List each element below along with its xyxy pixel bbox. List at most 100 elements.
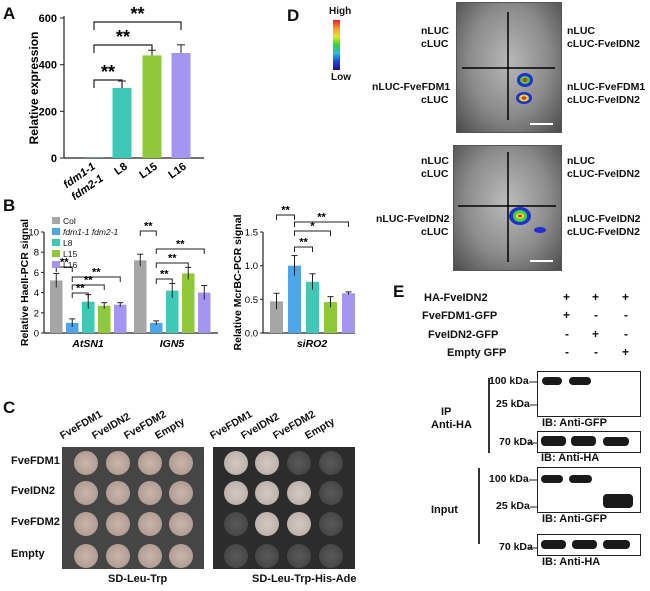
sig-bracket-b1 (139, 230, 157, 236)
band-ip-ha-3 (603, 437, 629, 446)
sig-bracket-b2 (294, 230, 331, 236)
y-tick-label-b1: 4 (34, 288, 39, 299)
kda-70-ip: 70 kDa (499, 436, 533, 448)
yeast-colony-right (287, 481, 311, 505)
band-ip-ha-2 (571, 436, 596, 446)
d-top-tl-1: nLUC (421, 25, 449, 37)
y-tick-label-a: 400 (39, 60, 57, 72)
legend-swatch-col (52, 217, 60, 224)
panel-label-b: B (3, 196, 16, 215)
yeast-colony-right (255, 481, 279, 505)
ib-label-ip-ha: IB: Anti-HA (541, 452, 600, 464)
y-tick-label-a: 200 (39, 106, 57, 118)
legend-swatch-l16 (52, 261, 60, 268)
e-mark-2-2: - (624, 327, 628, 341)
band-input-ha-1 (541, 540, 566, 549)
plate-label-left: SD-Leu-Trp (108, 573, 168, 585)
yeast-colony-right (319, 512, 343, 536)
d-bottom-br-2: cLUC-FveIDN2 (567, 226, 640, 238)
bar-a (142, 55, 162, 159)
legend-swatch-l8 (52, 239, 60, 246)
sig-label-b1: ** (92, 267, 101, 279)
ip-antibody-label: Anti-HA (431, 419, 472, 431)
yeast-colony-left (169, 451, 193, 475)
sig-label-b2: ** (299, 237, 308, 249)
d-bottom-bl-1: nLUC-FveIDN2 (376, 213, 450, 225)
ip-label: IP (441, 406, 452, 418)
yeast-colony-left (74, 481, 98, 505)
e-mark-0-0: + (563, 290, 571, 304)
sig-bracket-b2 (294, 221, 349, 227)
yeast-colony-right (255, 544, 279, 568)
sig-label-b1: ** (160, 269, 169, 281)
yeast-colony-left (169, 481, 193, 505)
yeast-row-label: Empty (11, 548, 45, 560)
sig-label-b1: ** (144, 221, 153, 233)
kda-25-input: 25 kDa (496, 500, 530, 512)
panel-label-a: A (3, 4, 16, 23)
y-tick-label-b2: 0.5 (245, 295, 258, 306)
sig-bracket-b1 (155, 248, 205, 254)
legend-swatch-l15 (52, 250, 60, 257)
sig-bracket-a (93, 44, 153, 53)
sig-label-b1: ** (168, 253, 177, 265)
d-top-tr-2: cLUC-FveIDN2 (567, 38, 640, 50)
sig-bracket-b1 (55, 266, 73, 272)
input-label: Input (431, 504, 458, 516)
sig-label-b1: ** (60, 257, 69, 269)
sig-bracket-b1 (71, 292, 89, 298)
d-bottom-br-1: nLUC-FveIDN2 (567, 213, 641, 225)
e-mark-2-0: - (565, 327, 569, 341)
sig-bracket-b2 (294, 246, 313, 252)
yeast-colony-right (224, 544, 248, 568)
sig-label-b2: ** (317, 212, 326, 224)
yeast-colony-left (74, 451, 98, 475)
e-mark-0-2: + (622, 290, 630, 304)
input-bracket (478, 468, 480, 544)
band-input-ha-2 (572, 540, 597, 549)
yeast-colony-right (255, 451, 279, 475)
e-mark-3-1: - (594, 345, 598, 359)
ib-label-input-ha: IB: Anti-HA (542, 556, 601, 568)
legend-b: Col fdm1-1 fdm2-1 L8 L15 L16 (52, 216, 118, 271)
sig-bracket-b1 (155, 262, 189, 268)
sig-label-b1: ** (76, 283, 85, 295)
legend-label-l16: L16 (63, 260, 78, 270)
sig-label-b1: ** (176, 239, 185, 251)
panel-label-c: C (3, 398, 16, 417)
yeast-colony-right (224, 451, 248, 475)
band-ip-gfp-2 (569, 377, 591, 385)
e-row-label-0: HA-FveIDN2 (424, 292, 488, 304)
kda-25-ip: 25 kDa (496, 398, 530, 410)
x-label-b2: siRO2 (297, 338, 328, 350)
y-tick-label-b1: 2 (34, 308, 39, 319)
bar-b1 (98, 305, 111, 333)
kda-100-input: 100 kDa (489, 473, 529, 485)
band-ip-gfp-1 (542, 377, 562, 385)
bar-b2 (270, 301, 283, 333)
d-bottom-bl-2: cLUC (421, 226, 449, 238)
yeast-row-label: FveFDM1 (11, 455, 60, 467)
sig-bracket-b1 (71, 284, 105, 290)
bar-b1 (150, 322, 163, 333)
e-mark-3-2: + (622, 345, 630, 359)
bar-b2 (324, 302, 337, 333)
y-axis-title-a: Relative expression (27, 32, 41, 145)
y-tick-label-b2: 1.5 (245, 228, 258, 239)
y-axis-title-b1: Relative HaeII-PCR signal (19, 219, 31, 346)
yeast-colony-right (224, 481, 248, 505)
bar-a (112, 88, 132, 158)
kda-100-ip: 100 kDa (489, 375, 529, 387)
yeast-colony-left (138, 451, 162, 475)
bar-b1 (50, 280, 63, 333)
e-mark-2-1: + (592, 327, 600, 341)
e-mark-1-1: - (594, 308, 598, 322)
band-ip-ha-1 (541, 436, 566, 446)
bar-b1 (134, 260, 147, 333)
d-bottom-tl-2: cLUC (421, 168, 449, 180)
yeast-colony-left (169, 512, 193, 536)
yeast-colony-left (138, 512, 162, 536)
